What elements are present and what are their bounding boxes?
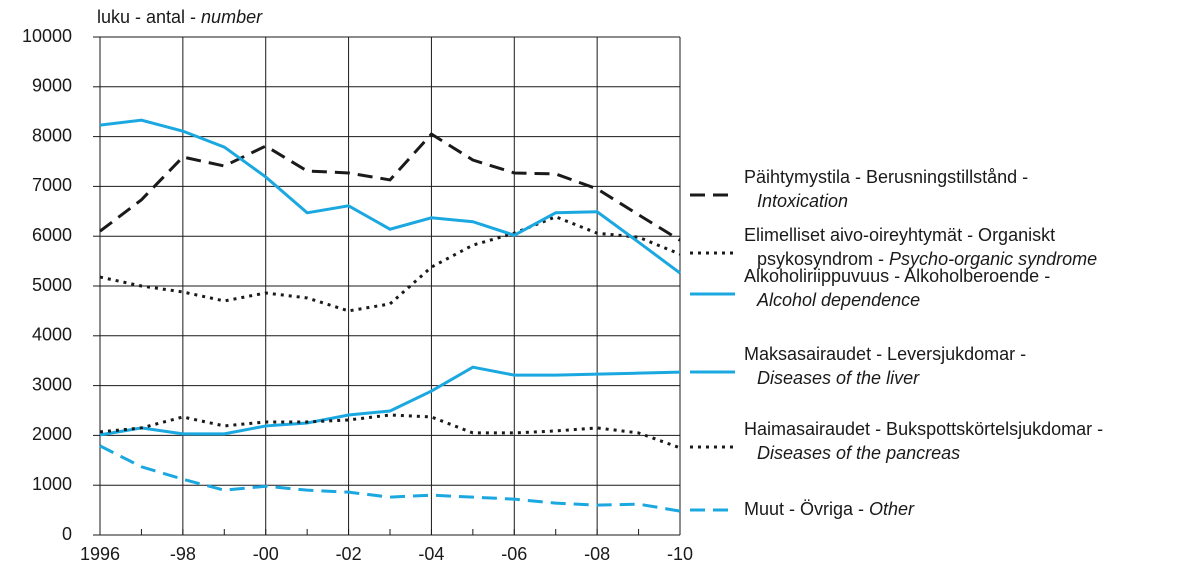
y-tick-label: 5000: [32, 275, 72, 295]
legend-label-part: Muut - Övriga -: [744, 499, 869, 519]
legend-label: Intoxication: [757, 191, 848, 211]
legend-label-part: Alkoholiriippuvuus - Alkoholberoende -: [744, 266, 1050, 286]
x-tick-label: -00: [253, 544, 279, 564]
x-tick-label: -06: [501, 544, 527, 564]
legend-label-part: Elimelliset aivo-oireyhtymät - Organiskt: [744, 225, 1055, 245]
x-tick-label: -98: [170, 544, 196, 564]
legend-label-part: Intoxication: [757, 191, 848, 211]
series-line: [99, 118, 681, 275]
y-axis-label-part: number: [201, 7, 263, 27]
series-line: [99, 132, 681, 242]
x-tick-label: -04: [418, 544, 444, 564]
y-tick-label: 1000: [32, 474, 72, 494]
x-tick-label: -10: [667, 544, 693, 564]
y-tick-label: 8000: [32, 125, 72, 145]
y-tick-label: 4000: [32, 325, 72, 345]
legend-label: Alcohol dependence: [756, 290, 920, 310]
legend-label: Alkoholiriippuvuus - Alkoholberoende -: [744, 266, 1050, 286]
legend-label-part: Diseases of the pancreas: [757, 443, 960, 463]
legend-label: Maksasairaudet - Leversjukdomar -: [744, 344, 1026, 364]
series-line: [99, 215, 681, 313]
legend-label: psykosyndrom - Psycho-organic syndrome: [757, 249, 1097, 269]
legend-label: Päihtymystila - Berusningstillstånd -: [744, 167, 1028, 187]
series-line: [99, 444, 681, 513]
legend-label-part: psykosyndrom -: [757, 249, 889, 269]
y-tick-label: 9000: [32, 76, 72, 96]
legend-label-part: Maksasairaudet - Leversjukdomar -: [744, 344, 1026, 364]
legend-label: Haimasairaudet - Bukspottskörtelsjukdoma…: [744, 419, 1103, 439]
y-tick-label: 10000: [22, 26, 72, 46]
legend-label: Muut - Övriga - Other: [744, 499, 915, 519]
legend-label: Diseases of the liver: [757, 368, 920, 388]
legend-label-part: Päihtymystila - Berusningstillstånd -: [744, 167, 1028, 187]
y-tick-label: 2000: [32, 424, 72, 444]
y-axis-label-part: luku - antal -: [97, 7, 201, 27]
series-line: [99, 413, 681, 450]
legend-label-part: Haimasairaudet - Bukspottskörtelsjukdoma…: [744, 419, 1103, 439]
legend-label-part: Psycho-organic syndrome: [889, 249, 1097, 269]
legend-label: Diseases of the pancreas: [757, 443, 960, 463]
x-tick-label: 1996: [80, 544, 120, 564]
series-line: [99, 365, 681, 437]
legend-label-part: Diseases of the liver: [757, 368, 920, 388]
legend-label: Elimelliset aivo-oireyhtymät - Organiskt: [744, 225, 1055, 245]
y-tick-label: 7000: [32, 175, 72, 195]
y-tick-label: 3000: [32, 374, 72, 394]
x-tick-label: -02: [336, 544, 362, 564]
legend-label-part: Other: [869, 499, 915, 519]
x-tick-label: -08: [584, 544, 610, 564]
legend-label-part: Alcohol dependence: [756, 290, 920, 310]
y-tick-label: 6000: [32, 225, 72, 245]
y-tick-label: 0: [62, 524, 72, 544]
y-axis-label: luku - antal - number: [97, 7, 263, 27]
